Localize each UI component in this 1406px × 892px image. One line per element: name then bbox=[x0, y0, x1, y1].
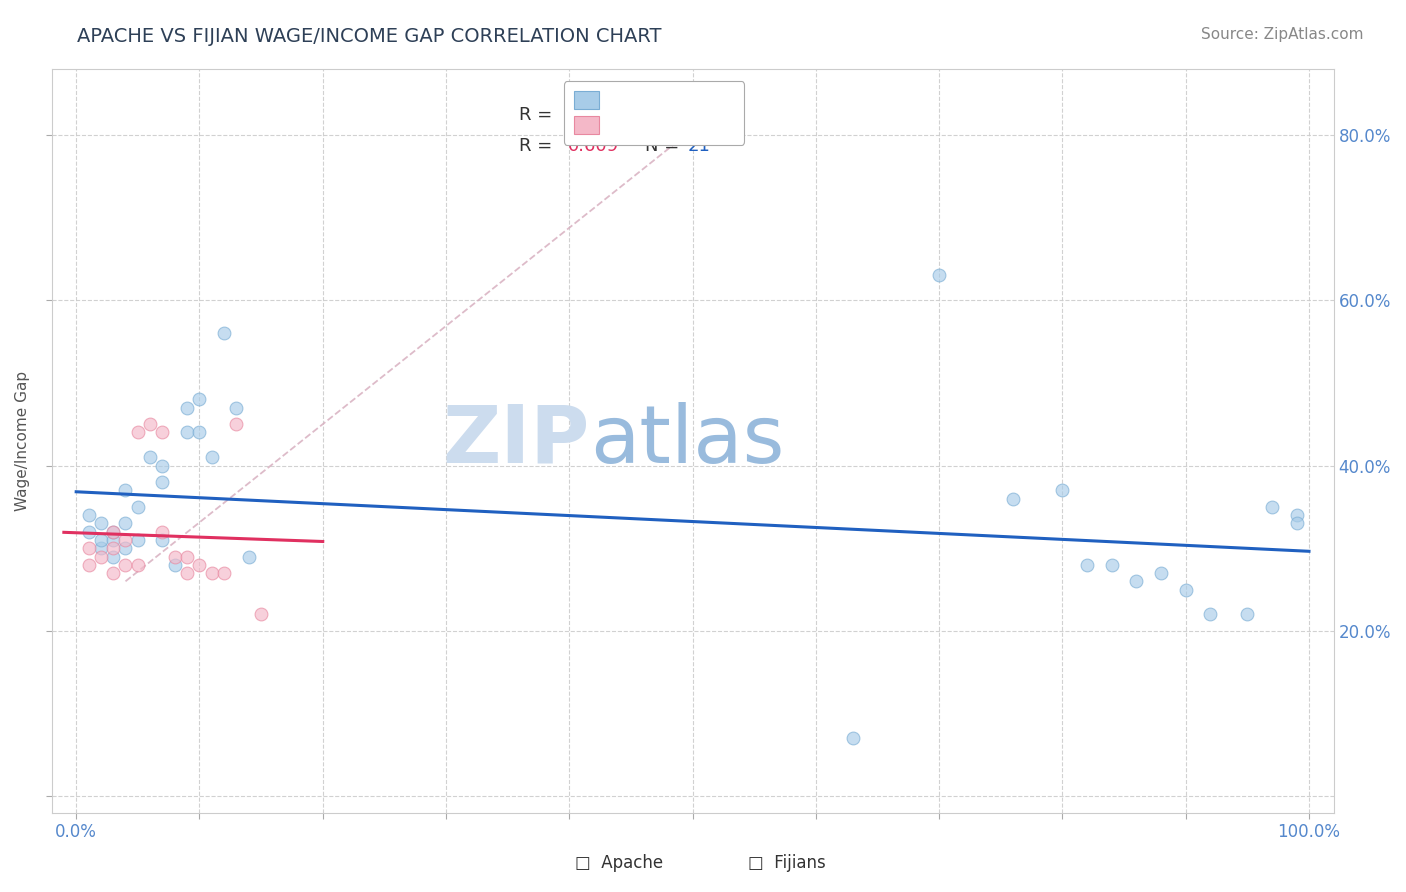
Text: 21: 21 bbox=[688, 137, 710, 155]
Point bbox=[139, 450, 162, 465]
Point bbox=[114, 483, 136, 498]
Point bbox=[77, 508, 100, 523]
Point bbox=[101, 541, 124, 556]
Point bbox=[201, 566, 224, 580]
Point bbox=[176, 425, 198, 440]
Text: □  Fijians: □ Fijians bbox=[748, 855, 827, 872]
Point bbox=[1150, 566, 1173, 580]
Point bbox=[1002, 491, 1025, 506]
Point bbox=[1199, 607, 1222, 622]
Text: Source: ZipAtlas.com: Source: ZipAtlas.com bbox=[1201, 27, 1364, 42]
Point bbox=[114, 516, 136, 531]
Point bbox=[114, 541, 136, 556]
Point bbox=[77, 524, 100, 539]
Point bbox=[127, 425, 149, 440]
Text: R =: R = bbox=[519, 105, 558, 124]
Point bbox=[101, 549, 124, 564]
Point bbox=[152, 458, 174, 473]
Point bbox=[1261, 500, 1284, 514]
Legend:                       ,                       : , bbox=[564, 81, 744, 145]
Point bbox=[1076, 558, 1098, 572]
Text: APACHE VS FIJIAN WAGE/INCOME GAP CORRELATION CHART: APACHE VS FIJIAN WAGE/INCOME GAP CORRELA… bbox=[77, 27, 662, 45]
Point bbox=[77, 558, 100, 572]
Text: -0.275: -0.275 bbox=[568, 105, 626, 124]
Point bbox=[152, 533, 174, 547]
Point bbox=[1125, 574, 1147, 589]
Point bbox=[176, 566, 198, 580]
Point bbox=[1236, 607, 1258, 622]
Point bbox=[139, 417, 162, 432]
Text: ZIP: ZIP bbox=[443, 401, 591, 480]
Point bbox=[188, 558, 211, 572]
Point bbox=[101, 524, 124, 539]
Text: N =: N = bbox=[645, 137, 690, 155]
Point bbox=[127, 558, 149, 572]
Text: □  Apache: □ Apache bbox=[575, 855, 662, 872]
Point bbox=[101, 533, 124, 547]
Point bbox=[114, 533, 136, 547]
Point bbox=[1052, 483, 1074, 498]
Point bbox=[176, 549, 198, 564]
Point bbox=[212, 326, 235, 341]
Point bbox=[238, 549, 260, 564]
Point bbox=[225, 401, 247, 415]
Point bbox=[1285, 516, 1308, 531]
Point bbox=[152, 475, 174, 489]
Point bbox=[101, 566, 124, 580]
Text: R =: R = bbox=[519, 137, 564, 155]
Point bbox=[1174, 582, 1197, 597]
Point bbox=[127, 500, 149, 514]
Point bbox=[176, 401, 198, 415]
Point bbox=[163, 549, 186, 564]
Y-axis label: Wage/Income Gap: Wage/Income Gap bbox=[15, 371, 30, 511]
Point bbox=[101, 524, 124, 539]
Point bbox=[152, 425, 174, 440]
Point bbox=[212, 566, 235, 580]
Text: 0.609: 0.609 bbox=[568, 137, 620, 155]
Point bbox=[188, 392, 211, 407]
Point bbox=[225, 417, 247, 432]
Point bbox=[163, 558, 186, 572]
Point bbox=[842, 731, 865, 746]
Text: atlas: atlas bbox=[591, 401, 785, 480]
Point bbox=[90, 549, 112, 564]
Text: 40: 40 bbox=[688, 105, 710, 124]
Point bbox=[90, 533, 112, 547]
Point bbox=[152, 524, 174, 539]
Point bbox=[928, 268, 950, 283]
Point bbox=[77, 541, 100, 556]
Text: N =: N = bbox=[645, 105, 685, 124]
Point bbox=[90, 541, 112, 556]
Point bbox=[250, 607, 273, 622]
Point bbox=[90, 516, 112, 531]
Point bbox=[188, 425, 211, 440]
Point bbox=[1101, 558, 1123, 572]
Point bbox=[114, 558, 136, 572]
Point bbox=[201, 450, 224, 465]
Point bbox=[1285, 508, 1308, 523]
Point bbox=[127, 533, 149, 547]
